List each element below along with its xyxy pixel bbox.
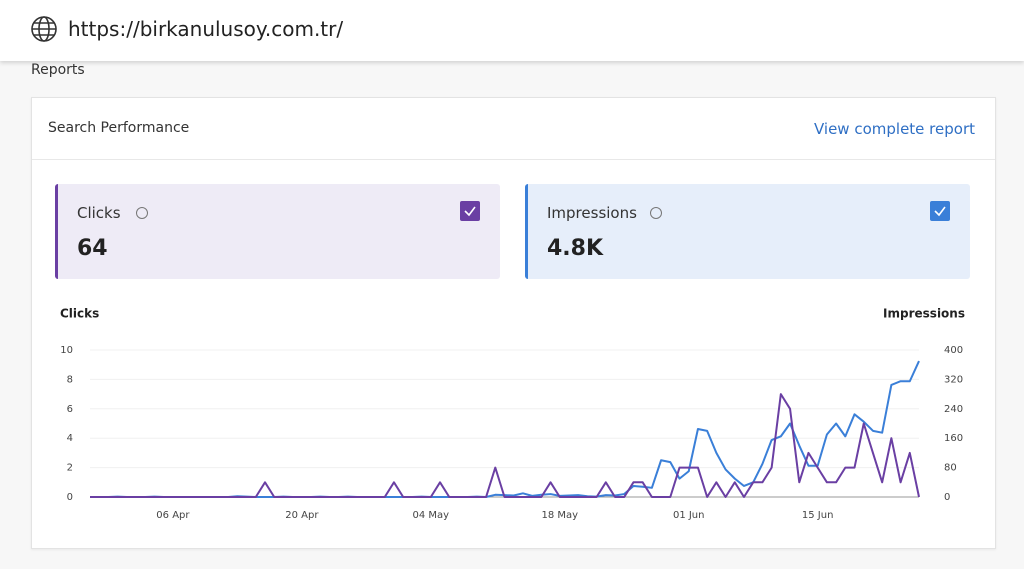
section-title: Reports <box>31 62 85 78</box>
y2-tick-label: 240 <box>944 404 963 415</box>
card-header: Search Performance View complete report <box>32 98 995 160</box>
x-tick-label: 18 May <box>541 510 578 521</box>
y-tick-label: 6 <box>67 404 73 415</box>
url[interactable]: https://birkanulusoy.com.tr/ <box>68 17 344 41</box>
y2-axis-title: Impressions <box>883 307 965 321</box>
y2-tick-label: 320 <box>944 374 963 385</box>
metric-value: 4.8K <box>547 236 604 261</box>
y-tick-label: 8 <box>67 374 73 385</box>
report-link[interactable]: View complete report <box>813 120 975 138</box>
series-line <box>90 393 920 498</box>
metric-card[interactable]: Impressions 4.8K <box>525 184 970 279</box>
x-tick-label: 01 Jun <box>673 510 705 521</box>
info-icon[interactable] <box>650 207 662 219</box>
globe-icon <box>31 16 57 42</box>
metric-value: 64 <box>77 236 108 261</box>
y2-tick-label: 160 <box>944 433 963 444</box>
x-tick-label: 20 Apr <box>285 510 319 521</box>
y2-tick-label: 80 <box>944 463 957 474</box>
x-tick-label: 04 May <box>413 510 450 521</box>
y-axis-title: Clicks <box>60 307 99 321</box>
x-tick-label: 15 Jun <box>802 510 834 521</box>
y2-tick-label: 0 <box>944 492 950 503</box>
metric-card[interactable]: Clicks 64 <box>55 184 500 279</box>
info-icon[interactable] <box>136 207 148 219</box>
metric-name: Clicks <box>77 204 121 222</box>
series-line <box>90 360 920 498</box>
card-title: Search Performance <box>48 120 190 136</box>
y2-tick-label: 400 <box>944 345 963 356</box>
y-tick-label: 0 <box>67 492 73 503</box>
checkbox[interactable] <box>930 201 950 221</box>
card: Search Performance View complete report … <box>31 97 996 549</box>
x-tick-label: 06 Apr <box>156 510 190 521</box>
checkbox[interactable] <box>460 201 480 221</box>
y-tick-label: 2 <box>67 463 73 474</box>
y-tick-label: 10 <box>60 345 73 356</box>
metric-name: Impressions <box>547 204 637 222</box>
browser-bar: https://birkanulusoy.com.tr/ <box>0 0 1024 61</box>
y-tick-label: 4 <box>67 433 73 444</box>
